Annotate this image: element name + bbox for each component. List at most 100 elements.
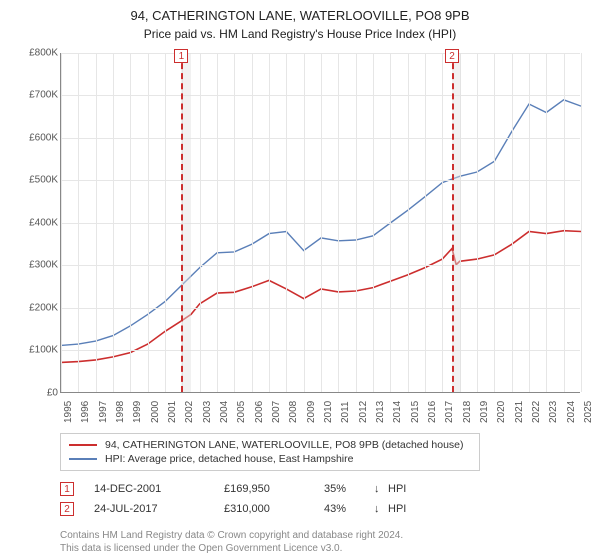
y-axis-label: £800K [29, 47, 58, 58]
legend-swatch [69, 444, 97, 446]
x-axis-label: 2007 [271, 401, 282, 423]
x-axis-label: 2001 [167, 401, 178, 423]
x-axis-label: 2013 [375, 401, 386, 423]
marker-line [181, 53, 183, 392]
gridline-v [564, 53, 565, 392]
sales-hpi-label: HPI [388, 503, 406, 515]
x-axis-label: 2014 [392, 401, 403, 423]
gridline-v [217, 53, 218, 392]
x-axis-label: 2003 [202, 401, 213, 423]
gridline-v [234, 53, 235, 392]
y-axis-label: £300K [29, 260, 58, 271]
legend-label: 94, CATHERINGTON LANE, WATERLOOVILLE, PO… [105, 439, 464, 451]
x-axis-label: 2004 [219, 401, 230, 423]
gridline-v [338, 53, 339, 392]
x-axis-label: 2019 [479, 401, 490, 423]
sales-row: 114-DEC-2001£169,95035%↓HPI [60, 479, 588, 499]
x-axis-label: 2023 [548, 401, 559, 423]
plot-region: 12 [60, 53, 580, 393]
chart-title: 94, CATHERINGTON LANE, WATERLOOVILLE, PO… [12, 8, 588, 25]
marker-box: 1 [174, 49, 188, 63]
down-arrow-icon: ↓ [374, 483, 388, 495]
gridline-v [494, 53, 495, 392]
gridline-v [252, 53, 253, 392]
gridline-v [165, 53, 166, 392]
gridline-v [477, 53, 478, 392]
gridline-v [96, 53, 97, 392]
y-axis-label: £500K [29, 175, 58, 186]
sales-price: £310,000 [224, 503, 324, 515]
sales-date: 14-DEC-2001 [94, 483, 224, 495]
sales-pct: 35% [324, 483, 374, 495]
x-axis-label: 2009 [306, 401, 317, 423]
x-axis-label: 2011 [340, 401, 351, 423]
x-axis-label: 2022 [531, 401, 542, 423]
gridline-v [321, 53, 322, 392]
x-axis-label: 2008 [288, 401, 299, 423]
x-axis-label: 2018 [462, 401, 473, 423]
footnote-line: This data is licensed under the Open Gov… [60, 542, 588, 555]
gridline-v [130, 53, 131, 392]
gridline-v [529, 53, 530, 392]
x-axis-label: 2017 [444, 401, 455, 423]
legend: 94, CATHERINGTON LANE, WATERLOOVILLE, PO… [60, 433, 480, 471]
chart-area: 12 £0£100K£200K£300K£400K£500K£600K£700K… [12, 47, 588, 427]
x-axis-label: 2010 [323, 401, 334, 423]
gridline-v [200, 53, 201, 392]
x-axis-label: 2012 [358, 401, 369, 423]
sales-price: £169,950 [224, 483, 324, 495]
footnote: Contains HM Land Registry data © Crown c… [60, 529, 588, 555]
sales-marker: 2 [60, 502, 74, 516]
x-axis-label: 2005 [236, 401, 247, 423]
gridline-v [425, 53, 426, 392]
x-axis-label: 2016 [427, 401, 438, 423]
x-axis-label: 1999 [132, 401, 143, 423]
marker-line [452, 53, 454, 392]
gridline-v [113, 53, 114, 392]
legend-label: HPI: Average price, detached house, East… [105, 453, 353, 465]
sales-pct: 43% [324, 503, 374, 515]
x-axis-label: 1996 [80, 401, 91, 423]
y-axis-label: £700K [29, 90, 58, 101]
gridline-v [61, 53, 62, 392]
footnote-line: Contains HM Land Registry data © Crown c… [60, 529, 588, 542]
y-axis-label: £200K [29, 302, 58, 313]
x-axis-label: 2000 [150, 401, 161, 423]
marker-box: 2 [445, 49, 459, 63]
sales-hpi-label: HPI [388, 483, 406, 495]
x-axis-label: 2021 [514, 401, 525, 423]
x-axis-label: 2015 [410, 401, 421, 423]
sales-date: 24-JUL-2017 [94, 503, 224, 515]
x-axis-label: 2025 [583, 401, 594, 423]
y-axis-label: £100K [29, 345, 58, 356]
gridline-v [581, 53, 582, 392]
gridline-v [512, 53, 513, 392]
legend-row: 94, CATHERINGTON LANE, WATERLOOVILLE, PO… [69, 438, 471, 452]
down-arrow-icon: ↓ [374, 503, 388, 515]
sales-row: 2 24-JUL-2017£310,00043%↓HPI [60, 499, 588, 519]
gridline-v [304, 53, 305, 392]
sales-table: 114-DEC-2001£169,95035%↓HPI 2 24-JUL-2017£… [60, 479, 588, 519]
y-axis-label: £600K [29, 132, 58, 143]
chart-subtitle: Price paid vs. HM Land Registry's House … [12, 27, 588, 41]
y-axis-label: £0 [47, 387, 58, 398]
gridline-v [373, 53, 374, 392]
x-axis-label: 2024 [566, 401, 577, 423]
x-axis-label: 1998 [115, 401, 126, 423]
gridline-v [78, 53, 79, 392]
y-axis-label: £400K [29, 217, 58, 228]
gridline-v [390, 53, 391, 392]
x-axis-label: 1995 [63, 401, 74, 423]
x-axis-label: 2002 [184, 401, 195, 423]
gridline-v [148, 53, 149, 392]
legend-swatch [69, 458, 97, 460]
chart-container: 94, CATHERINGTON LANE, WATERLOOVILLE, PO… [0, 0, 600, 560]
gridline-v [356, 53, 357, 392]
gridline-v [286, 53, 287, 392]
x-axis-label: 1997 [98, 401, 109, 423]
legend-row: HPI: Average price, detached house, East… [69, 452, 471, 466]
x-axis-label: 2006 [254, 401, 265, 423]
x-axis-label: 2020 [496, 401, 507, 423]
gridline-v [269, 53, 270, 392]
gridline-v [546, 53, 547, 392]
